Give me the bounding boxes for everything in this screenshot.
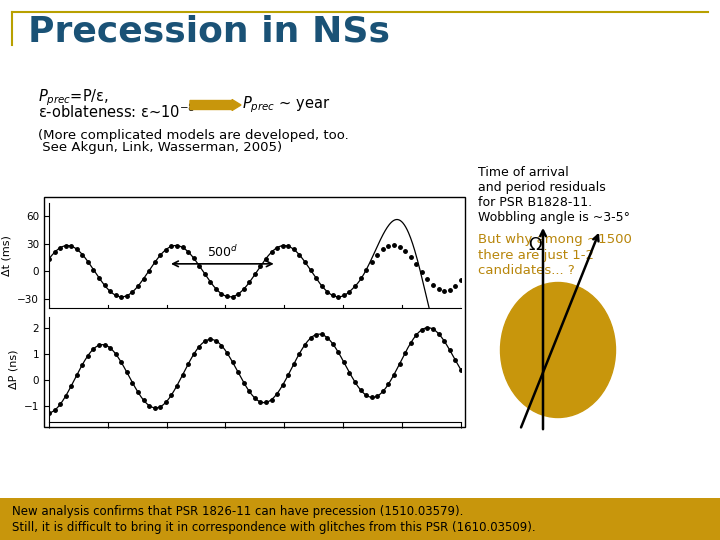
Ellipse shape	[500, 282, 616, 417]
Text: $P_{prec}$ ~ year: $P_{prec}$ ~ year	[242, 94, 330, 116]
Text: and period residuals: and period residuals	[478, 180, 606, 193]
Text: there are just 1-2: there are just 1-2	[478, 248, 594, 261]
Text: candidates... ?: candidates... ?	[478, 264, 575, 276]
Text: New analysis confirms that PSR 1826-11 can have precession (1510.03579).: New analysis confirms that PSR 1826-11 c…	[12, 505, 464, 518]
Text: See Akgun, Link, Wasserman, 2005): See Akgun, Link, Wasserman, 2005)	[38, 141, 282, 154]
Y-axis label: Δt (ms): Δt (ms)	[2, 235, 12, 275]
Text: But why among ~1500: But why among ~1500	[478, 233, 632, 246]
Text: for PSR B1828-11.: for PSR B1828-11.	[478, 195, 592, 208]
Text: (More complicated models are developed, too.: (More complicated models are developed, …	[38, 129, 348, 141]
Text: Wobbling angle is ~3-5°: Wobbling angle is ~3-5°	[478, 211, 630, 224]
Text: Still, it is difficult to bring it in correspondence with glitches from this PSR: Still, it is difficult to bring it in co…	[12, 521, 536, 534]
Text: Precession in NSs: Precession in NSs	[28, 15, 390, 49]
FancyArrow shape	[190, 99, 241, 111]
Text: Time of arrival: Time of arrival	[478, 165, 569, 179]
Bar	[0, 498, 720, 540]
Text: Ω: Ω	[528, 236, 541, 254]
Text: 500$^d$: 500$^d$	[207, 244, 238, 260]
Text: ε-oblateness: ε~10$^{-8}$: ε-oblateness: ε~10$^{-8}$	[38, 103, 196, 122]
Y-axis label: ΔP (ns): ΔP (ns)	[9, 350, 18, 389]
Text: $P_{prec}$=P/ε,: $P_{prec}$=P/ε,	[38, 87, 109, 109]
